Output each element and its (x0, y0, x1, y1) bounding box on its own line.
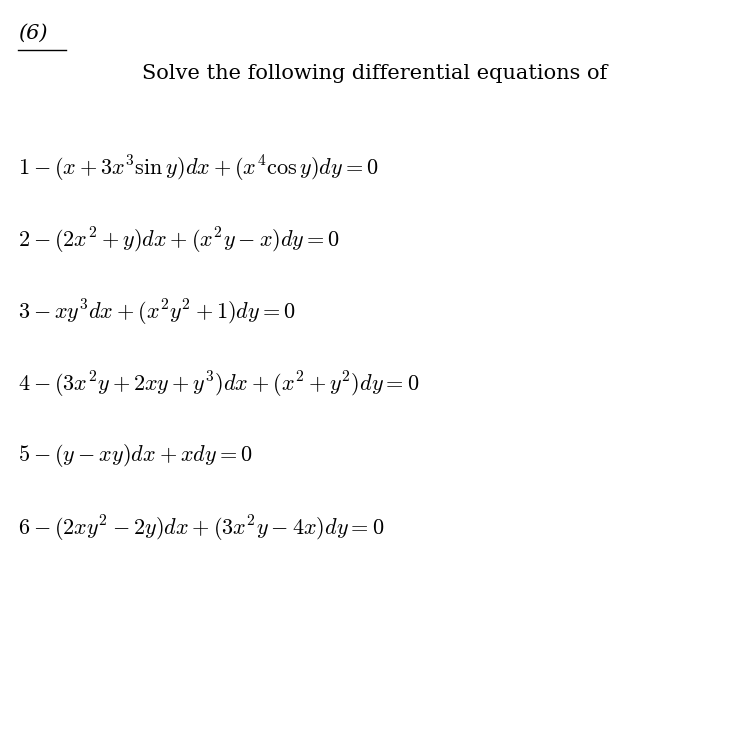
Text: $3-xy^3dx+(x^2y^2+1)dy=0$: $3-xy^3dx+(x^2y^2+1)dy=0$ (18, 298, 296, 328)
Text: $2-(2x^2+y)dx+(x^2y-x)dy=0$: $2-(2x^2+y)dx+(x^2y-x)dy=0$ (18, 226, 340, 256)
Text: $4-(3x^2y+2xy+y^3)dx+(x^2+y^2)dy=0$: $4-(3x^2y+2xy+y^3)dx+(x^2+y^2)dy=0$ (18, 370, 419, 400)
Text: $1-(x+3x^3\sin y)dx+(x^4\cos y)dy=0$: $1-(x+3x^3\sin y)dx+(x^4\cos y)dy=0$ (18, 154, 379, 184)
Text: $5-(y-xy)dx+xdy=0$: $5-(y-xy)dx+xdy=0$ (18, 442, 253, 469)
Text: (6): (6) (18, 24, 47, 43)
Text: $6-(2xy^2-2y)dx+(3x^2y-4x)dy=0$: $6-(2xy^2-2y)dx+(3x^2y-4x)dy=0$ (18, 514, 384, 544)
Text: Solve the following differential equations of: Solve the following differential equatio… (142, 64, 608, 83)
